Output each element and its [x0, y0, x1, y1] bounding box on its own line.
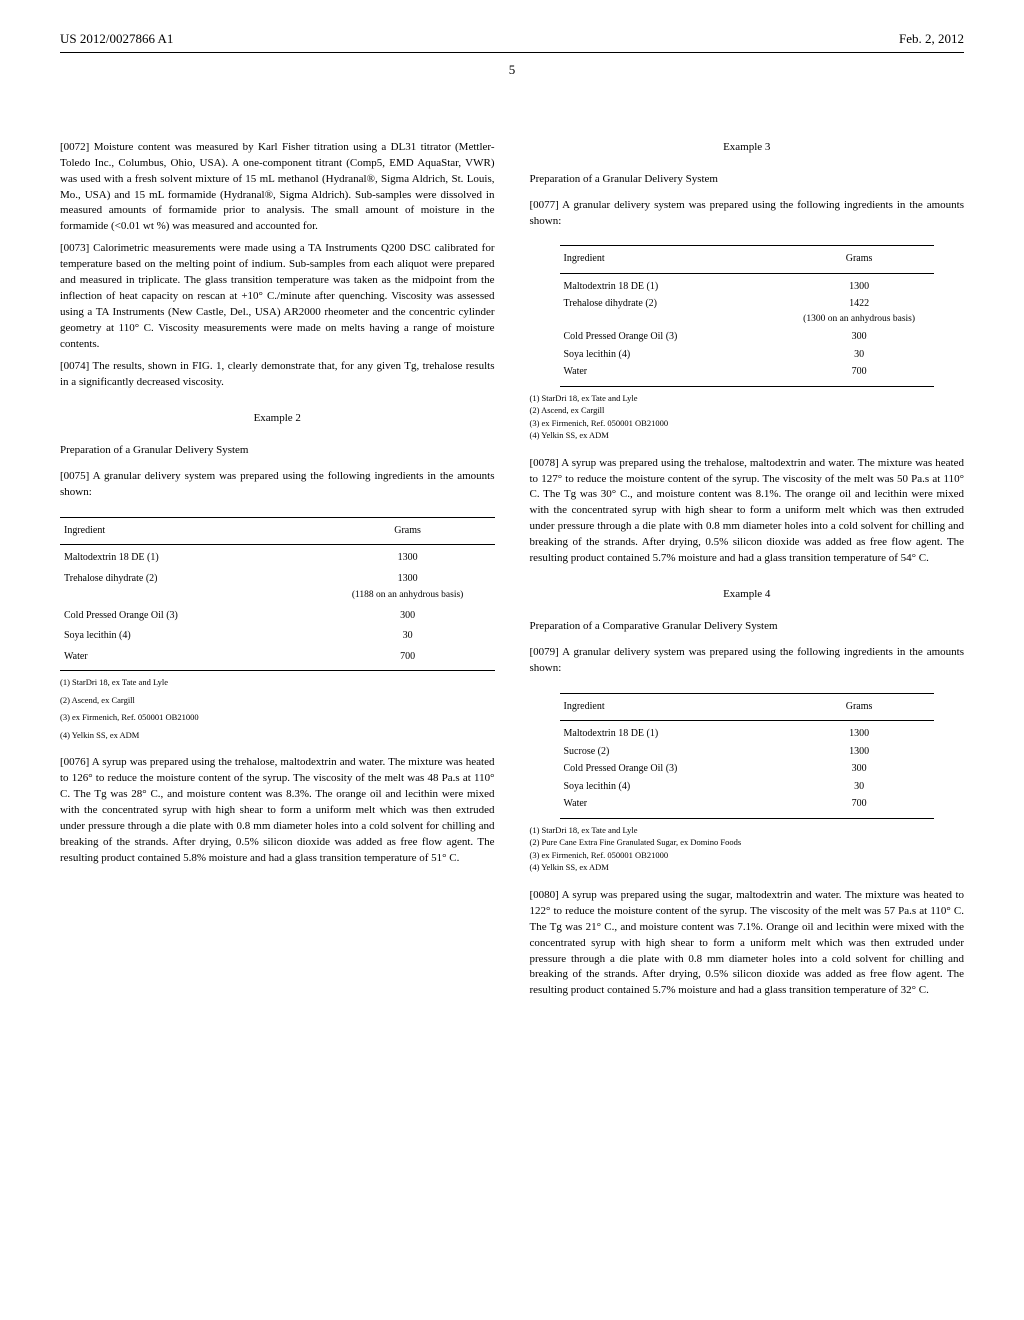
footnote: (4) Yelkin SS, ex ADM — [530, 862, 965, 873]
table-cell: 1422 — [784, 296, 934, 314]
table-cell: Soya lecithin (4) — [60, 626, 321, 647]
table-cell: 1300 — [784, 743, 934, 761]
paragraph-0072: [0072] Moisture content was measured by … — [60, 140, 495, 236]
table-footnotes: (1) StarDri 18, ex Tate and Lyle (2) Pur… — [530, 825, 965, 874]
footnote: (1) StarDri 18, ex Tate and Lyle — [530, 393, 965, 404]
table-cell: 30 — [784, 346, 934, 364]
table-cell: 700 — [784, 796, 934, 819]
ingredients-table-ex3: Ingredient Grams Maltodextrin 18 DE (1)1… — [560, 245, 935, 386]
paragraph-0078: [0078] A syrup was prepared using the tr… — [530, 456, 965, 568]
footnote: (3) ex Firmenich, Ref. 050001 OB21000 — [60, 712, 495, 723]
table-cell: Trehalose dihydrate (2) — [560, 296, 785, 314]
table-cell: 1300 — [321, 545, 495, 569]
paragraph-0079: [0079] A granular delivery system was pr… — [530, 645, 965, 677]
footnote: (1) StarDri 18, ex Tate and Lyle — [60, 677, 495, 688]
table-cell: 30 — [784, 778, 934, 796]
table-cell: Cold Pressed Orange Oil (3) — [60, 606, 321, 627]
example-title: Example 4 — [530, 587, 965, 603]
paragraph-0080: [0080] A syrup was prepared using the su… — [530, 888, 965, 1000]
right-column: Example 3 Preparation of a Granular Deli… — [530, 140, 965, 1006]
example-subtitle: Preparation of a Comparative Granular De… — [530, 619, 965, 635]
table-header: Grams — [784, 693, 934, 721]
paragraph-0073: [0073] Calorimetric measurements were ma… — [60, 241, 495, 353]
footnote: (2) Ascend, ex Cargill — [530, 405, 965, 416]
table-header: Grams — [784, 246, 934, 274]
page-number: 5 — [60, 61, 964, 80]
paragraph-0075: [0075] A granular delivery system was pr… — [60, 469, 495, 501]
table-cell: Water — [560, 364, 785, 387]
table-cell: 300 — [784, 761, 934, 779]
table-cell: Soya lecithin (4) — [560, 778, 785, 796]
table-cell: 700 — [321, 647, 495, 671]
table-header: Ingredient — [560, 246, 785, 274]
footnote: (2) Ascend, ex Cargill — [60, 695, 495, 706]
table-cell: Sucrose (2) — [560, 743, 785, 761]
table-header: Grams — [321, 517, 495, 545]
table-footnotes: (1) StarDri 18, ex Tate and Lyle (2) Asc… — [530, 393, 965, 442]
table-cell-note: (1300 on an anhydrous basis) — [784, 313, 934, 328]
footnote: (3) ex Firmenich, Ref. 050001 OB21000 — [530, 850, 965, 861]
paragraph-0077: [0077] A granular delivery system was pr… — [530, 198, 965, 230]
table-header: Ingredient — [560, 693, 785, 721]
paragraph-0076: [0076] A syrup was prepared using the tr… — [60, 755, 495, 867]
two-column-layout: [0072] Moisture content was measured by … — [60, 140, 964, 1006]
left-column: [0072] Moisture content was measured by … — [60, 140, 495, 1006]
table-cell: 30 — [321, 626, 495, 647]
table-cell: 300 — [321, 606, 495, 627]
table-cell: Maltodextrin 18 DE (1) — [560, 721, 785, 744]
example-title: Example 3 — [530, 140, 965, 156]
table-cell: Water — [60, 647, 321, 671]
table-cell: Water — [560, 796, 785, 819]
table-cell: Cold Pressed Orange Oil (3) — [560, 761, 785, 779]
footnote: (4) Yelkin SS, ex ADM — [60, 730, 495, 741]
table-cell: 1300 — [784, 721, 934, 744]
footnote: (2) Pure Cane Extra Fine Granulated Suga… — [530, 837, 965, 848]
table-cell: 1300 — [321, 569, 495, 590]
table-cell: 1300 — [784, 273, 934, 296]
publication-date: Feb. 2, 2012 — [899, 30, 964, 49]
ingredients-table-ex4: Ingredient Grams Maltodextrin 18 DE (1)1… — [560, 693, 935, 819]
table-cell: 300 — [784, 329, 934, 347]
footnote: (4) Yelkin SS, ex ADM — [530, 430, 965, 441]
footnote: (3) ex Firmenich, Ref. 050001 OB21000 — [530, 418, 965, 429]
table-cell: Soya lecithin (4) — [560, 346, 785, 364]
table-cell: Cold Pressed Orange Oil (3) — [560, 329, 785, 347]
table-cell: Maltodextrin 18 DE (1) — [560, 273, 785, 296]
ingredients-table-ex2: Ingredient Grams Maltodextrin 18 DE (1)1… — [60, 517, 495, 672]
page-header: US 2012/0027866 A1 Feb. 2, 2012 — [60, 30, 964, 53]
publication-number: US 2012/0027866 A1 — [60, 30, 173, 49]
paragraph-0074: [0074] The results, shown in FIG. 1, cle… — [60, 359, 495, 391]
table-header: Ingredient — [60, 517, 321, 545]
table-cell: Trehalose dihydrate (2) — [60, 569, 321, 590]
example-title: Example 2 — [60, 411, 495, 427]
table-cell: 700 — [784, 364, 934, 387]
table-footnotes: (1) StarDri 18, ex Tate and Lyle (2) Asc… — [60, 677, 495, 741]
table-cell-note: (1188 on an anhydrous basis) — [321, 589, 495, 606]
example-subtitle: Preparation of a Granular Delivery Syste… — [60, 443, 495, 459]
example-subtitle: Preparation of a Granular Delivery Syste… — [530, 172, 965, 188]
footnote: (1) StarDri 18, ex Tate and Lyle — [530, 825, 965, 836]
table-cell: Maltodextrin 18 DE (1) — [60, 545, 321, 569]
